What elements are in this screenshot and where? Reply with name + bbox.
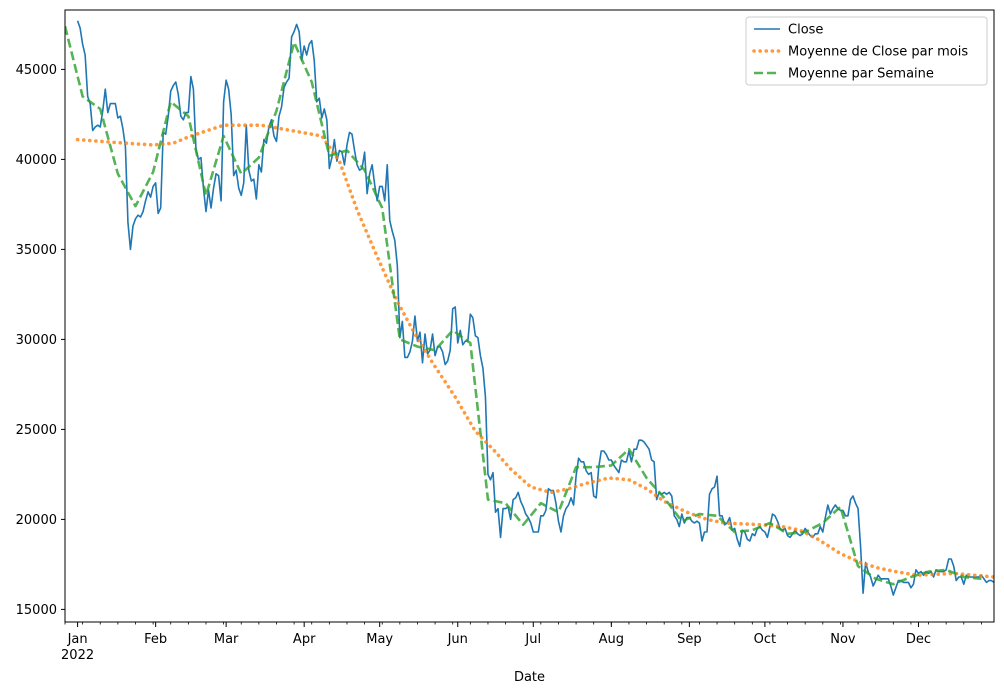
x-tick-label: Jul [524,632,541,647]
legend-label-2: Moyenne de Close par mois [788,45,968,60]
plot-background [65,10,994,622]
y-tick-label: 25000 [16,423,57,438]
legend: Close Moyenne de Close par mois Moyenne pa… [745,16,988,86]
y-tick-label: 45000 [16,63,57,78]
series-line-3 [65,25,982,586]
x-tick-label: Nov [830,632,856,647]
x-tick-label: Jun [447,632,468,647]
y-tick-label: 30000 [16,333,57,348]
x-tick-label: Dec [906,632,931,647]
series-line-2 [75,123,994,579]
x-tick-label: Feb [144,632,167,647]
legend-box [745,16,988,86]
x-tick-label: Aug [599,632,624,647]
y-tick-label: 15000 [16,603,57,618]
y-tick-label: 20000 [16,513,57,528]
y-tick-label: 35000 [16,243,57,258]
x-tick-label: Mar [214,632,239,647]
legend-label-3: Moyenne par Semaine [788,67,934,82]
y-tick-label: 40000 [16,153,57,168]
x-axis-label: Date [514,670,545,685]
y-axis: 15000 20000 25000 30000 35000 40000 45000 [16,63,65,618]
legend-label-1: Close [788,23,823,38]
plot-frame [64,9,995,623]
x-tick-label: Jan [67,632,88,647]
series-layer [65,20,994,596]
x-tick-sublabel: 2022 [61,648,94,663]
x-tick-label: Oct [754,632,776,647]
x-tick-label: Apr [293,632,316,647]
x-tick-label: Sep [677,632,702,647]
x-tick-label: May [366,632,393,647]
